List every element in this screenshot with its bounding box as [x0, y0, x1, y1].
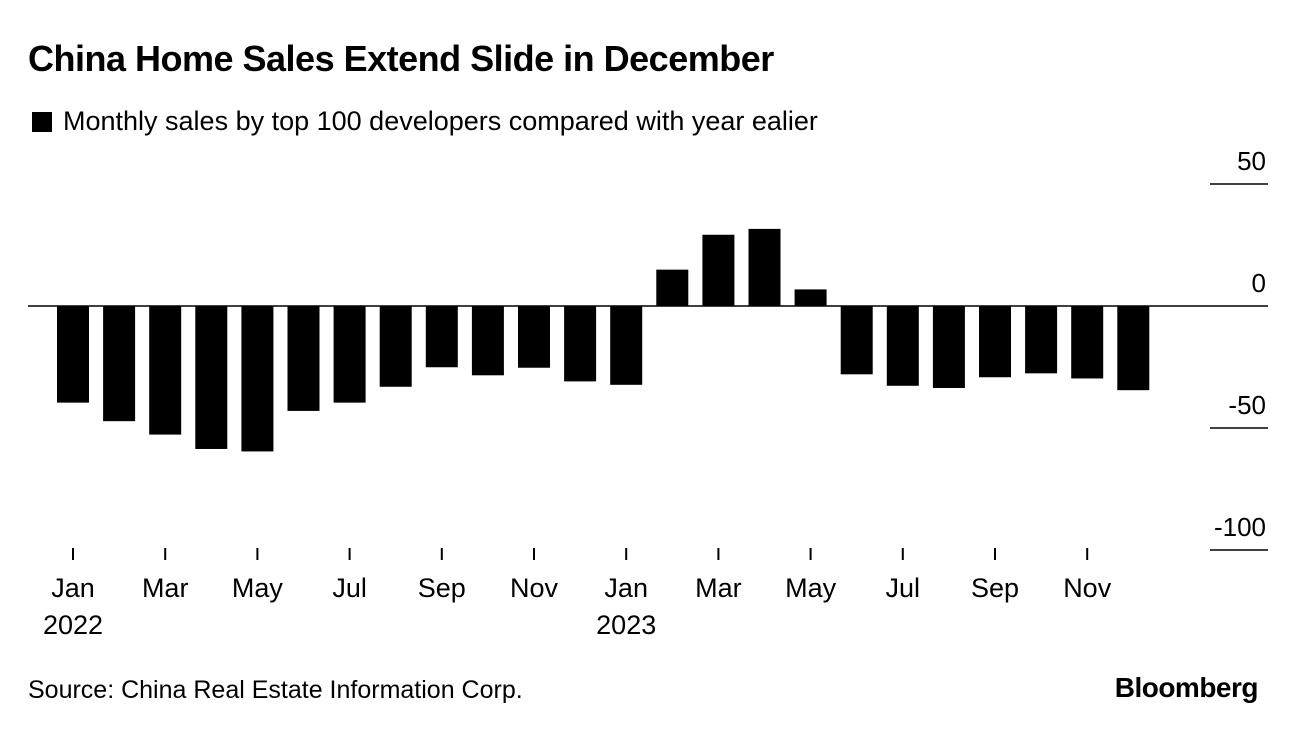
- bar: [57, 306, 89, 403]
- bar: [518, 306, 550, 368]
- legend-swatch: [32, 111, 52, 132]
- x-tick-label: Nov: [1063, 573, 1112, 603]
- bar: [656, 269, 689, 306]
- bar: [794, 289, 827, 306]
- y-axis: 50 0 -50 -100: [28, 146, 1268, 551]
- x-tick-label: May: [232, 573, 284, 603]
- bar: [979, 306, 1011, 378]
- legend-label: Monthly sales by top 100 developers comp…: [63, 106, 818, 136]
- bar: [932, 306, 965, 388]
- bar: [149, 306, 182, 435]
- y-tick-label: -100: [1214, 512, 1266, 542]
- bar: [287, 306, 320, 411]
- bar: [748, 228, 781, 306]
- bar: [886, 306, 919, 386]
- x-tick-label: Jan: [604, 573, 648, 603]
- y-tick-label: 50: [1237, 146, 1266, 176]
- x-year-label: 2023: [596, 610, 656, 640]
- chart-title: China Home Sales Extend Slide in Decembe…: [28, 38, 774, 79]
- x-tick-label: Mar: [695, 573, 742, 603]
- bar: [610, 306, 643, 385]
- x-axis: Jan 2022 Mar May Jul Sep Nov Jan 2023 Mar May Jul Se…: [43, 548, 1112, 640]
- bar: [241, 306, 274, 452]
- bar: [1025, 306, 1058, 374]
- x-tick-label: Jul: [332, 573, 367, 603]
- bar: [195, 306, 228, 449]
- bloomberg-logo: Bloomberg: [1114, 672, 1259, 703]
- x-tick-label: Nov: [510, 573, 559, 603]
- source-note: Source: China Real Estate Information Co…: [28, 676, 523, 704]
- bar: [425, 306, 458, 368]
- legend: Monthly sales by top 100 developers comp…: [32, 106, 818, 137]
- bar: [564, 306, 597, 382]
- bar: [840, 306, 873, 375]
- bars-group: [57, 228, 1150, 452]
- bar: [471, 306, 504, 376]
- bar: [103, 306, 136, 422]
- x-tick-label: Sep: [971, 573, 1019, 603]
- x-tick-label: Jan: [51, 573, 95, 603]
- bar: [379, 306, 412, 387]
- bar: [702, 234, 735, 306]
- bar-chart: 50 0 -50 -100 Jan 2022 Mar May Jul Sep Nov Jan 2023…: [28, 146, 1268, 640]
- x-year-label: 2022: [43, 610, 103, 640]
- bar: [1117, 306, 1150, 391]
- x-tick-label: Jul: [886, 573, 921, 603]
- y-tick-label: -50: [1228, 390, 1266, 420]
- y-tick-label: 0: [1252, 268, 1266, 298]
- x-tick-label: Sep: [418, 573, 466, 603]
- bar: [1071, 306, 1104, 379]
- x-tick-label: Mar: [142, 573, 189, 603]
- bar: [333, 306, 366, 403]
- x-tick-label: May: [785, 573, 837, 603]
